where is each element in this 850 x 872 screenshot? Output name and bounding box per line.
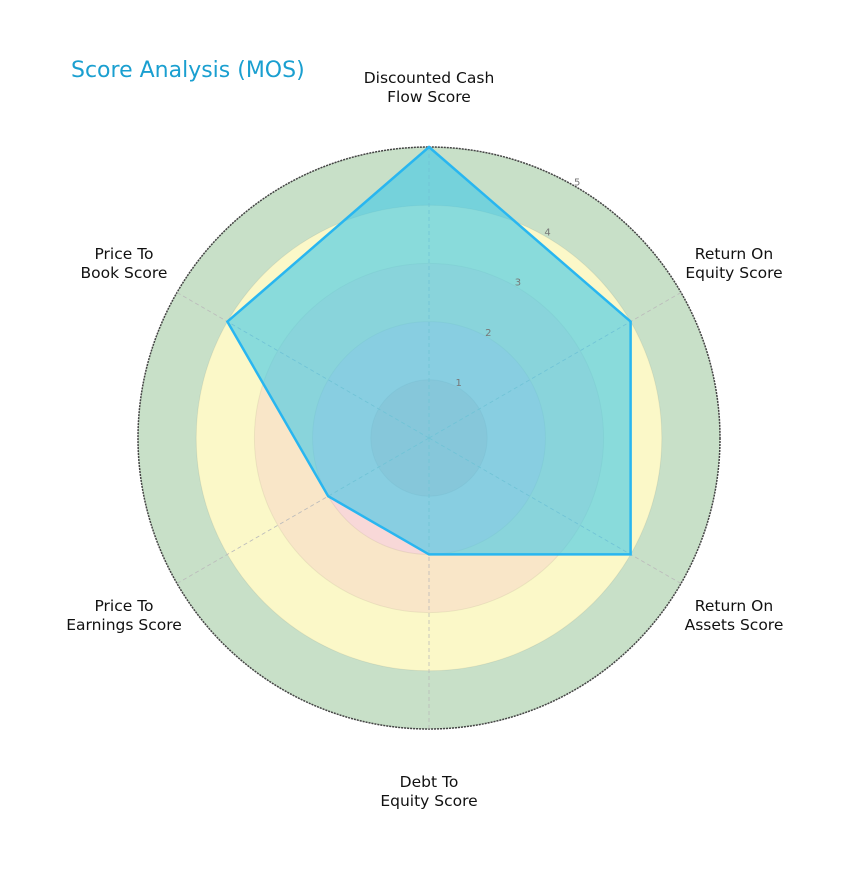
radial-tick-label: 3 xyxy=(515,278,521,289)
axis-labels: Discounted Cash Flow Score Return On Equity… xyxy=(66,69,783,810)
data-polygon xyxy=(225,145,632,556)
radial-tick-label: 4 xyxy=(544,228,550,239)
axis-label: Return On Equity Score xyxy=(685,245,782,282)
axis-label: Price To Earnings Score xyxy=(66,597,182,634)
axis-label: Debt To Equity Score xyxy=(380,773,477,810)
radial-tick-labels: 1 2 3 4 5 xyxy=(455,178,580,389)
axis-label: Return On Assets Score xyxy=(685,597,784,634)
series-polygon xyxy=(225,145,632,556)
chart-title: Score Analysis (MOS) xyxy=(71,58,305,83)
radial-tick-label: 5 xyxy=(574,178,580,189)
radial-tick-label: 2 xyxy=(485,328,491,339)
axis-label: Price To Book Score xyxy=(81,245,168,282)
radial-tick-label: 1 xyxy=(455,378,461,389)
axis-label: Discounted Cash Flow Score xyxy=(364,69,495,106)
